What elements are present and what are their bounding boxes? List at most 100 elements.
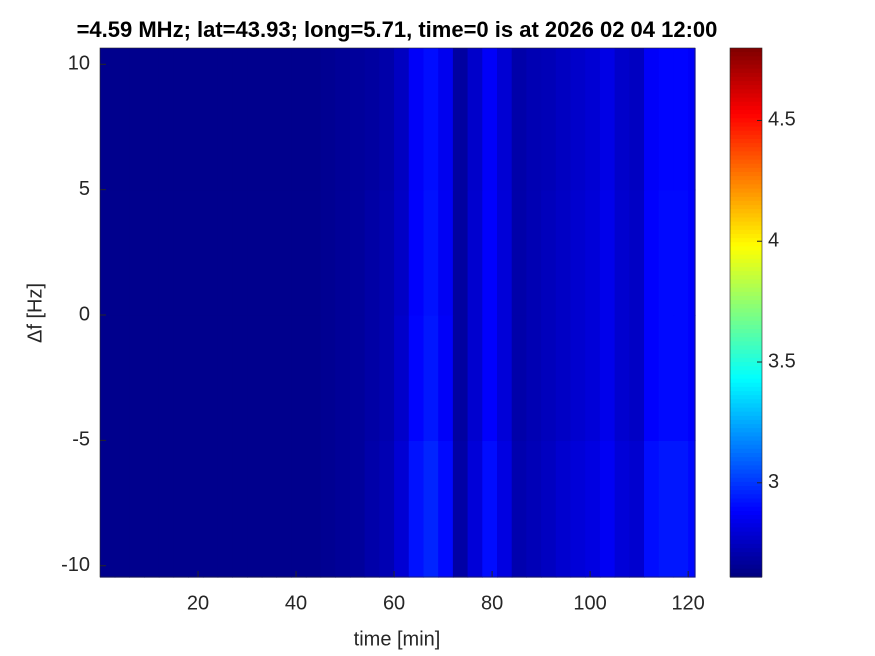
heatmap-cell xyxy=(114,48,131,191)
heatmap-cell xyxy=(585,440,601,578)
colorbar-swatch xyxy=(730,362,762,367)
heatmap-cell xyxy=(232,189,248,316)
heatmap-cell xyxy=(247,48,263,191)
heatmap-cell xyxy=(144,48,160,191)
colorbar-swatch xyxy=(730,196,762,202)
heatmap-cell xyxy=(658,440,675,578)
heatmap-cell xyxy=(614,315,630,441)
heatmap-cell xyxy=(276,315,292,441)
colorbar-swatch xyxy=(730,539,762,545)
heatmap-cell xyxy=(173,189,189,316)
heatmap-cell xyxy=(541,189,557,316)
heatmap-cell xyxy=(232,440,248,578)
colorbar-swatch xyxy=(730,287,762,293)
heatmap-cell xyxy=(217,189,233,316)
colorbar-swatch xyxy=(730,171,762,177)
heatmap-cell xyxy=(541,315,557,441)
colorbar-swatch xyxy=(730,138,762,144)
colorbar-swatch xyxy=(730,271,762,276)
heatmap-cell xyxy=(511,189,528,316)
colorbar-swatch xyxy=(730,407,762,413)
colorbar-swatch xyxy=(730,329,762,334)
colorbar-swatch xyxy=(730,461,762,467)
colorbar-swatch xyxy=(730,143,762,148)
heatmap-cell xyxy=(423,48,439,191)
heatmap-cell xyxy=(570,48,586,191)
x-tick-label: 120 xyxy=(671,592,704,614)
colorbar-swatch xyxy=(730,498,762,504)
heatmap-cell xyxy=(688,440,696,578)
colorbar-swatch xyxy=(730,151,762,157)
heatmap-cell xyxy=(541,48,557,191)
heatmap-cell xyxy=(482,315,498,441)
colorbar-swatch xyxy=(730,316,762,322)
colorbar-swatch xyxy=(730,333,762,338)
colorbar-swatch xyxy=(730,97,762,103)
heatmap-cell xyxy=(217,315,233,441)
colorbar-swatch xyxy=(730,72,762,78)
heatmap-cell xyxy=(335,440,351,578)
heatmap-cell xyxy=(452,189,469,316)
heatmap-cell xyxy=(629,440,645,578)
heatmap-cell xyxy=(349,48,366,191)
y-axis-label: Δf [Hz] xyxy=(24,283,46,343)
heatmap-cell xyxy=(555,315,572,441)
colorbar-swatch xyxy=(730,391,762,396)
colorbar-swatch xyxy=(730,89,762,95)
colorbar-swatch xyxy=(730,60,762,66)
colorbar-swatch xyxy=(730,122,762,128)
heatmap-cell xyxy=(144,189,160,316)
heatmap-cell xyxy=(335,315,351,441)
colorbar-swatch xyxy=(730,473,762,479)
colorbar-swatch xyxy=(730,535,762,541)
heatmap-cell xyxy=(438,48,454,191)
heatmap-cell xyxy=(173,440,189,578)
heatmap-cell xyxy=(291,315,307,441)
colorbar-swatch xyxy=(730,205,762,210)
heatmap-cell xyxy=(100,48,116,191)
colorbar-swatch xyxy=(730,366,762,371)
colorbar-swatch xyxy=(730,229,762,235)
heatmap-cell xyxy=(394,315,410,441)
heatmap-cell xyxy=(247,315,263,441)
heatmap-cell xyxy=(629,189,645,316)
heatmap-cell xyxy=(349,315,366,441)
heatmap-cell xyxy=(364,189,380,316)
heatmap-cell xyxy=(496,48,513,191)
heatmap-cell xyxy=(452,315,469,441)
colorbar-swatch xyxy=(730,386,762,392)
colorbar-swatch xyxy=(730,556,762,562)
heatmap-cell xyxy=(188,440,204,578)
colorbar-swatch xyxy=(730,283,762,289)
heatmap-cell xyxy=(217,48,233,191)
heatmap-cell xyxy=(585,48,601,191)
colorbar-swatch xyxy=(730,324,762,330)
colorbar-swatch xyxy=(730,134,762,140)
heatmap-cell xyxy=(144,315,160,441)
heatmap-cell xyxy=(614,440,630,578)
heatmap-cell xyxy=(570,440,586,578)
colorbar-swatch xyxy=(730,81,762,86)
heatmap-cell xyxy=(100,440,116,578)
heatmap-cell xyxy=(614,48,630,191)
heatmap-cell xyxy=(349,440,366,578)
heatmap-cell xyxy=(394,440,410,578)
colorbar-swatch xyxy=(730,486,762,491)
heatmap-cell xyxy=(555,189,572,316)
colorbar-swatch xyxy=(730,453,762,458)
heatmap-cell xyxy=(526,315,542,441)
heatmap-cell xyxy=(305,440,322,578)
heatmap-cell xyxy=(644,440,660,578)
heatmap-cell xyxy=(335,189,351,316)
colorbar-swatch xyxy=(730,101,762,107)
heatmap-cell xyxy=(599,315,616,441)
heatmap-cell xyxy=(379,440,395,578)
x-tick-label: 40 xyxy=(285,592,307,614)
heatmap-cell xyxy=(129,189,145,316)
y-tick-label: 5 xyxy=(79,178,90,200)
colorbar-swatch xyxy=(730,403,762,409)
colorbar-swatch xyxy=(730,436,762,442)
colorbar-tick-label: 3 xyxy=(768,471,779,493)
x-axis-label: time [min] xyxy=(354,628,441,650)
heatmap-cell xyxy=(673,48,689,191)
